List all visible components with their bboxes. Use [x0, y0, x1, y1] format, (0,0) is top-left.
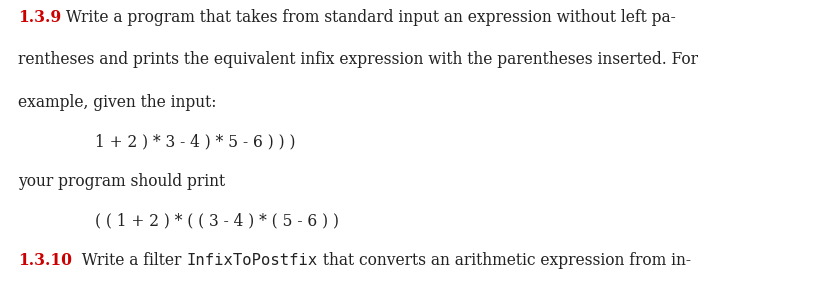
Text: your program should print: your program should print — [18, 173, 225, 190]
Text: 1.3.9: 1.3.9 — [18, 9, 61, 26]
Text: Write a program that takes from standard input an expression without left pa-: Write a program that takes from standard… — [61, 9, 676, 26]
Text: InfixToPostfix: InfixToPostfix — [186, 253, 317, 268]
Text: 1 + 2 ) * 3 - 4 ) * 5 - 6 ) ) ): 1 + 2 ) * 3 - 4 ) * 5 - 6 ) ) ) — [95, 133, 296, 150]
Text: Write a filter: Write a filter — [72, 252, 186, 269]
Text: rentheses and prints the equivalent infix expression with the parentheses insert: rentheses and prints the equivalent infi… — [18, 51, 698, 68]
Text: 1.3.10: 1.3.10 — [18, 252, 72, 269]
Text: that converts an arithmetic expression from in-: that converts an arithmetic expression f… — [317, 252, 691, 269]
Text: ( ( 1 + 2 ) * ( ( 3 - 4 ) * ( 5 - 6 ) ): ( ( 1 + 2 ) * ( ( 3 - 4 ) * ( 5 - 6 ) ) — [95, 212, 339, 229]
Text: example, given the input:: example, given the input: — [18, 94, 216, 111]
